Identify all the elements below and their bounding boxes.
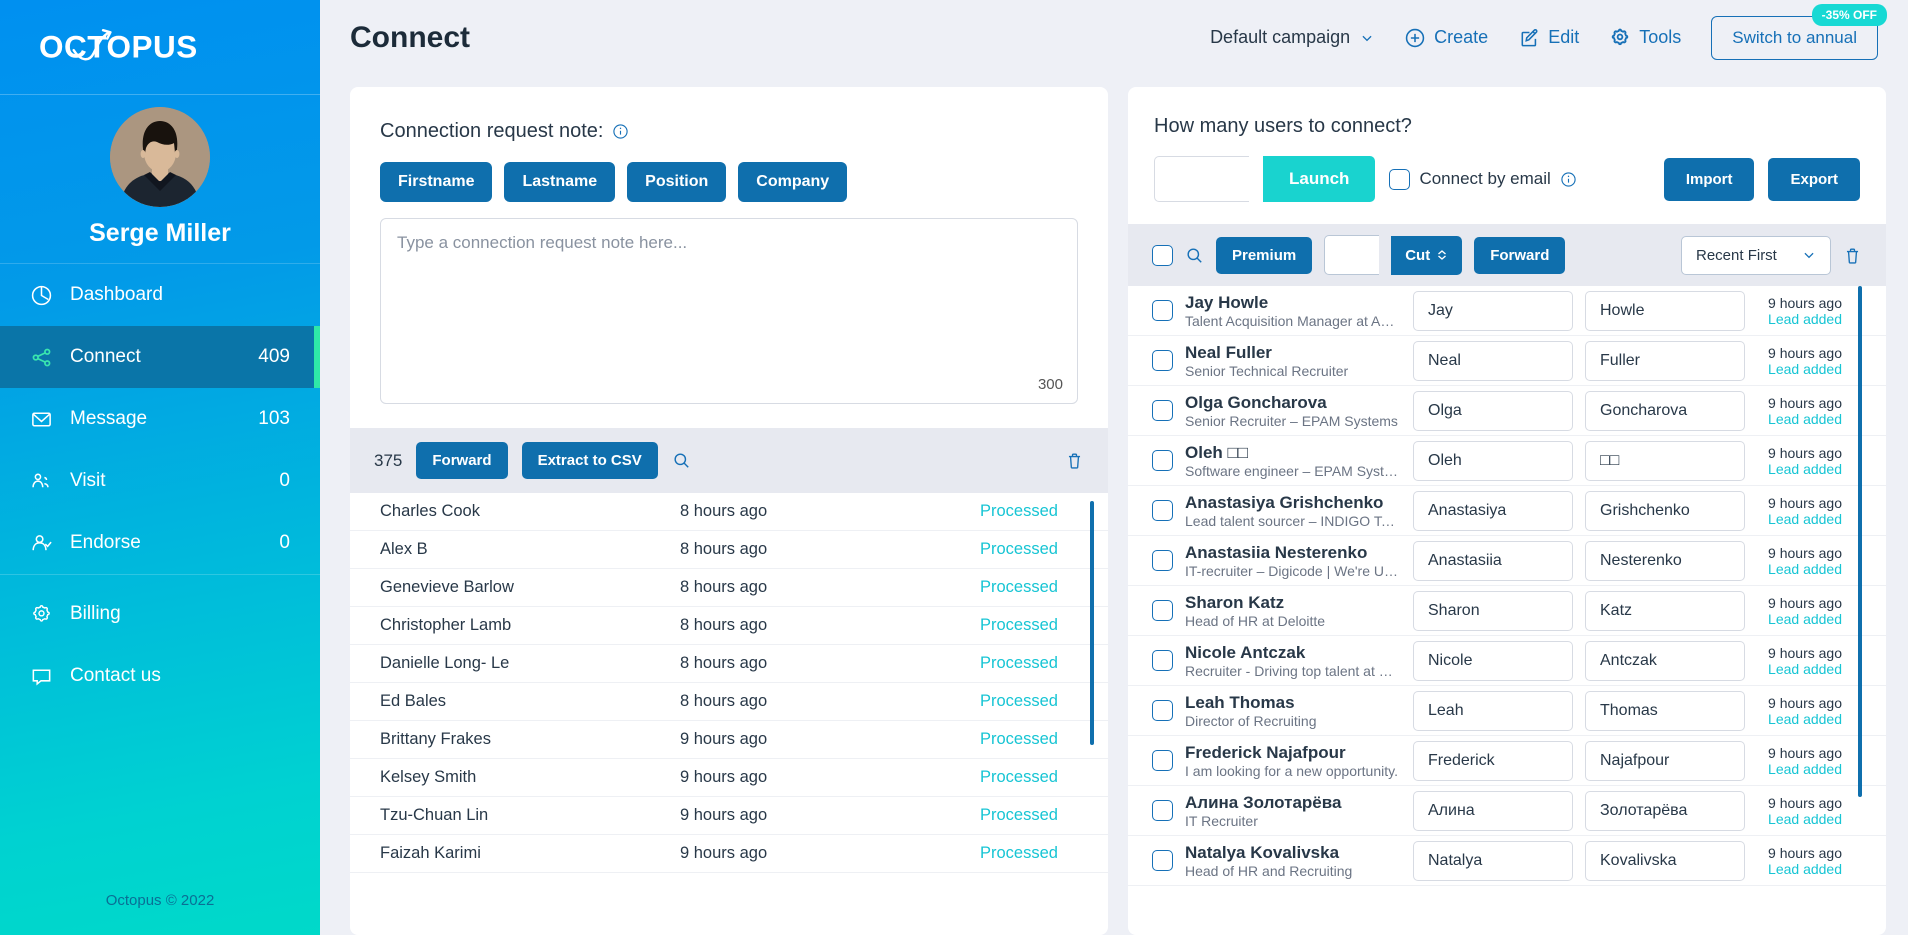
svg-text:OCTOPUS: OCTOPUS	[39, 28, 198, 64]
